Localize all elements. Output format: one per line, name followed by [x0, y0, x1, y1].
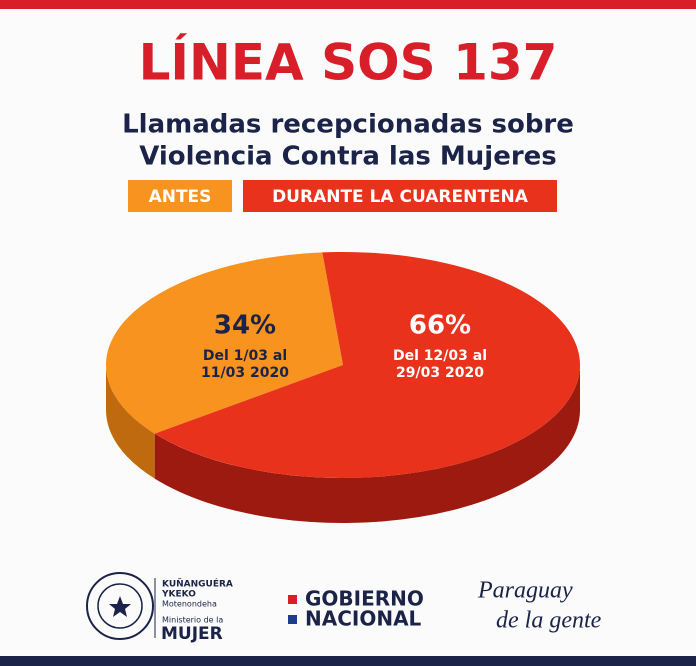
subtitle: Violencia Contra las Mujeres: [139, 142, 557, 172]
slice-side: [154, 365, 580, 523]
flag-square: [288, 595, 297, 604]
legend-swatch: [243, 180, 557, 212]
slice-note: Del 12/03 al: [393, 348, 487, 364]
bottom-bar: [0, 656, 696, 666]
seal: [86, 572, 154, 640]
top-bar: [0, 0, 696, 9]
slice: [154, 252, 580, 478]
flag-square: [288, 615, 297, 624]
footer: KUÑANGUÉRA YKEKO Motenondeha Ministerio …: [86, 572, 602, 644]
government-text: NACIONAL: [305, 607, 422, 631]
government-text: GOBIERNO: [305, 587, 424, 611]
seal: [97, 583, 143, 629]
legend-swatch: [128, 180, 232, 212]
slogan: de la gente: [496, 608, 602, 634]
ministry-text: Ministerio de la: [162, 616, 223, 625]
ministry-text: KUÑANGUÉRA: [162, 578, 233, 590]
ministry-text: YKEKO: [161, 590, 196, 600]
slogan: Paraguay: [477, 578, 573, 604]
slice-note: 11/03 2020: [201, 365, 289, 381]
legend-label: DURANTE LA CUARENTENA: [272, 187, 529, 207]
slice-note: 29/03 2020: [396, 365, 484, 381]
subtitle: Llamadas recepcionadas sobre: [122, 110, 574, 140]
chart-title: LÍNEA SOS 137: [139, 33, 558, 92]
value-label: 66%: [409, 311, 471, 341]
legend-label: ANTES: [149, 187, 212, 207]
slice-note: Del 1/03 al: [203, 348, 287, 364]
ministry-text: Motenondeha: [162, 600, 217, 609]
slice: [105, 252, 343, 434]
legend: ANTES DURANTE LA CUARENTENA: [128, 180, 557, 212]
seal-star: [109, 596, 131, 617]
ministry-name: MUJER: [161, 624, 223, 644]
value-label: 34%: [214, 311, 276, 341]
slice-side: [106, 365, 155, 479]
